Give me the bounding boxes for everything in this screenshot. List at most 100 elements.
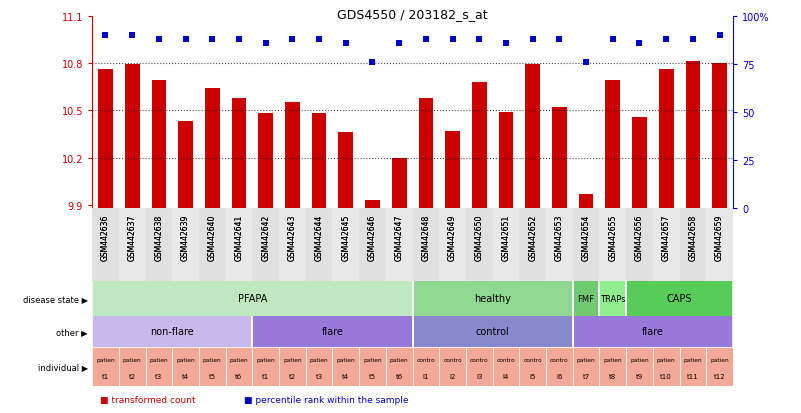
Text: disease state ▶: disease state ▶ [23,294,88,303]
Text: patien: patien [603,357,622,362]
Bar [679,209,706,281]
Text: contro: contro [523,357,542,362]
Bar [445,131,460,209]
Text: patien: patien [577,357,595,362]
Text: l1: l1 [423,373,429,379]
Text: GDS4550 / 203182_s_at: GDS4550 / 203182_s_at [337,8,488,21]
Point [553,36,566,43]
Text: contro: contro [470,357,489,362]
Bar [386,209,413,281]
Bar [525,65,540,209]
Text: patien: patien [336,357,355,362]
Text: t2: t2 [129,373,135,379]
Text: GSM442637: GSM442637 [127,214,137,261]
Point [99,32,112,39]
Bar [552,108,567,209]
Bar [285,103,300,209]
Text: t4: t4 [182,373,189,379]
Text: patien: patien [683,357,702,362]
Bar [125,65,139,209]
Text: t5: t5 [209,373,215,379]
Text: t9: t9 [636,373,643,379]
Bar [546,347,573,386]
Text: patien: patien [657,357,675,362]
Bar [279,209,306,281]
Bar [712,64,727,209]
Text: GSM442656: GSM442656 [635,214,644,261]
Text: l4: l4 [503,373,509,379]
Bar [686,62,700,209]
Bar [92,209,119,281]
Bar [413,281,573,316]
Text: patien: patien [150,357,168,362]
Text: GSM442640: GSM442640 [207,214,217,261]
Bar [466,347,493,386]
Text: t3: t3 [155,373,163,379]
Point [392,40,405,47]
Text: patien: patien [230,357,248,362]
Text: GSM442649: GSM442649 [448,214,457,261]
Text: t6: t6 [235,373,243,379]
Text: FMF: FMF [578,294,594,303]
Text: t4: t4 [342,373,349,379]
Bar [226,209,252,281]
Text: contro: contro [443,357,462,362]
Text: patien: patien [256,357,275,362]
Bar [439,209,466,281]
Text: t10: t10 [660,373,672,379]
Bar [599,281,626,316]
Text: patien: patien [363,357,382,362]
Bar [359,209,386,281]
Text: patien: patien [390,357,409,362]
Text: GSM442655: GSM442655 [608,214,618,261]
Text: l2: l2 [449,373,456,379]
Text: GSM442650: GSM442650 [475,214,484,261]
Bar [199,209,226,281]
Text: GSM442658: GSM442658 [688,214,698,261]
Bar [306,347,332,386]
Point [179,36,192,43]
Text: GSM442659: GSM442659 [715,214,724,261]
Text: GSM442639: GSM442639 [181,214,190,261]
Text: patien: patien [176,357,195,362]
Text: GSM442644: GSM442644 [315,214,324,261]
Point [580,59,593,66]
Bar [519,209,546,281]
Text: t7: t7 [582,373,590,379]
Text: patien: patien [123,357,142,362]
Text: GSM442642: GSM442642 [261,214,270,261]
Text: contro: contro [550,357,569,362]
Bar [151,81,167,209]
Text: GSM442644: GSM442644 [315,214,324,261]
Bar [546,209,573,281]
Bar [653,347,679,386]
Text: GSM442659: GSM442659 [715,214,724,261]
Bar [653,209,679,281]
Point [232,36,245,43]
Point [126,32,139,39]
Text: ■ transformed count: ■ transformed count [100,395,195,404]
Bar [312,114,327,209]
Bar [599,347,626,386]
Bar [493,209,519,281]
Bar [439,347,466,386]
Text: GSM442641: GSM442641 [235,214,244,261]
Bar [119,347,146,386]
Bar [92,316,252,347]
Text: GSM442657: GSM442657 [662,214,670,261]
Bar [199,347,226,386]
Text: GSM442646: GSM442646 [368,214,377,261]
Text: GSM442651: GSM442651 [501,214,510,261]
Text: patien: patien [96,357,115,362]
Text: t6: t6 [396,373,403,379]
Bar [172,347,199,386]
Text: flare: flare [642,326,664,337]
Text: GSM442652: GSM442652 [528,214,537,261]
Point [260,40,272,47]
Bar [386,347,413,386]
Point [526,36,539,43]
Text: GSM442641: GSM442641 [235,214,244,261]
Text: contro: contro [417,357,435,362]
Bar [359,347,386,386]
Point [713,32,726,39]
